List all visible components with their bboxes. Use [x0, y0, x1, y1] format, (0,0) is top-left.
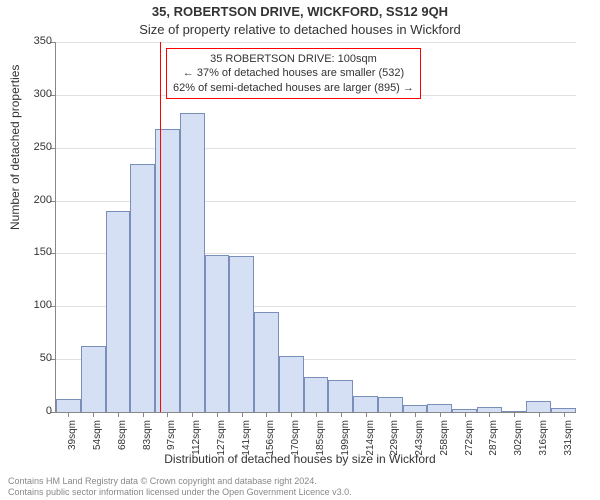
x-tick-mark — [539, 412, 540, 417]
x-tick-label: 141sqm — [241, 420, 252, 460]
x-tick-label: 316sqm — [538, 420, 549, 460]
x-tick-label: 68sqm — [117, 420, 128, 460]
x-tick-label: 97sqm — [166, 420, 177, 460]
gridline — [56, 42, 576, 43]
x-tick-mark — [564, 412, 565, 417]
x-tick-mark — [143, 412, 144, 417]
attribution: Contains HM Land Registry data © Crown c… — [8, 476, 352, 498]
bar — [81, 346, 106, 412]
x-tick-mark — [366, 412, 367, 417]
bar — [427, 404, 452, 412]
bar — [304, 377, 329, 412]
x-tick-label: 127sqm — [216, 420, 227, 460]
bar — [328, 380, 353, 412]
x-tick-label: 112sqm — [191, 420, 202, 460]
x-tick-mark — [217, 412, 218, 417]
x-tick-label: 287sqm — [488, 420, 499, 460]
y-tick-label: 350 — [12, 35, 52, 47]
x-tick-mark — [341, 412, 342, 417]
x-tick-mark — [415, 412, 416, 417]
x-tick-mark — [316, 412, 317, 417]
x-tick-mark — [489, 412, 490, 417]
x-tick-label: 83sqm — [142, 420, 153, 460]
x-tick-mark — [390, 412, 391, 417]
y-tick-label: 50 — [12, 352, 52, 364]
bar — [56, 399, 81, 412]
x-tick-mark — [192, 412, 193, 417]
bar — [403, 405, 428, 412]
x-tick-label: 272sqm — [464, 420, 475, 460]
x-tick-mark — [465, 412, 466, 417]
bar — [526, 401, 551, 412]
x-tick-mark — [68, 412, 69, 417]
bar — [130, 164, 155, 412]
x-tick-label: 258sqm — [439, 420, 450, 460]
y-tick-label: 300 — [12, 88, 52, 100]
annotation-box: 35 ROBERTSON DRIVE: 100sqm← 37% of detac… — [166, 48, 421, 99]
bar — [180, 113, 205, 412]
x-tick-label: 156sqm — [265, 420, 276, 460]
x-tick-label: 331sqm — [563, 420, 574, 460]
bar — [229, 256, 254, 412]
x-tick-mark — [167, 412, 168, 417]
x-tick-label: 39sqm — [67, 420, 78, 460]
y-tick-label: 250 — [12, 141, 52, 153]
bar — [353, 396, 378, 412]
x-tick-mark — [291, 412, 292, 417]
x-tick-label: 199sqm — [340, 420, 351, 460]
x-tick-label: 229sqm — [389, 420, 400, 460]
bar — [205, 255, 230, 413]
bar — [378, 397, 403, 412]
gridline — [56, 148, 576, 149]
plot-area: 35 ROBERTSON DRIVE: 100sqm← 37% of detac… — [55, 42, 576, 413]
x-tick-label: 302sqm — [513, 420, 524, 460]
x-tick-label: 170sqm — [290, 420, 301, 460]
x-tick-mark — [242, 412, 243, 417]
annotation-line: ← 37% of detached houses are smaller (53… — [173, 66, 414, 80]
chart-subtitle: Size of property relative to detached ho… — [0, 22, 600, 37]
bar — [155, 129, 180, 412]
reference-line — [160, 42, 161, 412]
y-tick-label: 200 — [12, 194, 52, 206]
x-tick-label: 243sqm — [414, 420, 425, 460]
x-tick-mark — [266, 412, 267, 417]
attribution-line: Contains HM Land Registry data © Crown c… — [8, 476, 352, 487]
bar — [106, 211, 131, 412]
x-tick-mark — [514, 412, 515, 417]
x-tick-label: 54sqm — [92, 420, 103, 460]
x-tick-mark — [440, 412, 441, 417]
chart-title: 35, ROBERTSON DRIVE, WICKFORD, SS12 9QH — [0, 4, 600, 19]
bar — [254, 312, 279, 412]
x-tick-label: 185sqm — [315, 420, 326, 460]
y-tick-label: 0 — [12, 405, 52, 417]
x-tick-mark — [118, 412, 119, 417]
x-tick-mark — [93, 412, 94, 417]
chart-container: 35, ROBERTSON DRIVE, WICKFORD, SS12 9QH … — [0, 0, 600, 500]
annotation-line: 35 ROBERTSON DRIVE: 100sqm — [173, 52, 414, 66]
attribution-line: Contains public sector information licen… — [8, 487, 352, 498]
bar — [279, 356, 304, 412]
annotation-line: 62% of semi-detached houses are larger (… — [173, 81, 414, 95]
y-tick-label: 150 — [12, 246, 52, 258]
x-tick-label: 214sqm — [365, 420, 376, 460]
y-tick-label: 100 — [12, 299, 52, 311]
